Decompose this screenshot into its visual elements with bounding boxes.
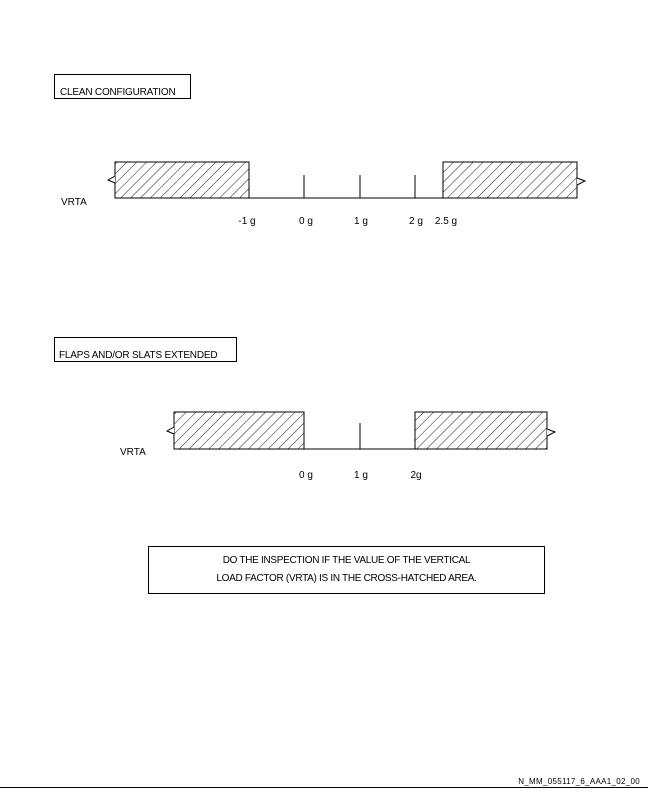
inspection-note-box: DO THE INSPECTION IF THE VALUE OF THE VE… xyxy=(148,546,545,594)
flaps-slats-title: FLAPS AND/OR SLATS EXTENDED xyxy=(59,350,218,361)
clean-tick-label-2: 2 g xyxy=(409,216,423,227)
flaps-hatched-area-high xyxy=(414,411,548,450)
clean-configuration-title-box: CLEAN CONFIGURATION xyxy=(54,74,191,99)
clean-configuration-title: CLEAN CONFIGURATION xyxy=(60,87,176,98)
figure-reference-code: N_MM_055117_6_AAA1_02_00 xyxy=(518,777,640,786)
flaps-tick-label-2: 2g xyxy=(410,470,422,481)
clean-axis-label: VRTA xyxy=(61,197,87,208)
flaps-break-mark-right xyxy=(546,428,557,437)
flaps-break-mark-left xyxy=(165,426,175,435)
flaps-axis-label: VRTA xyxy=(120,447,146,458)
footer-divider xyxy=(0,787,648,788)
inspection-note-line-2: LOAD FACTOR (VRTA) IS IN THE CROSS-HATCH… xyxy=(216,573,477,584)
flaps-hatched-area-low xyxy=(173,411,305,450)
clean-break-mark-right xyxy=(576,177,587,186)
clean-tick-label-2-5: 2.5 g xyxy=(434,216,458,227)
inspection-note-line-1: DO THE INSPECTION IF THE VALUE OF THE VE… xyxy=(222,555,471,566)
clean-tick-label-0: 0 g xyxy=(299,216,313,227)
clean-hatched-area-low xyxy=(114,161,250,199)
clean-hatched-area-high xyxy=(442,161,578,199)
flaps-tick-label-1: 1 g xyxy=(354,470,368,481)
clean-tick-label-minus1: -1 g xyxy=(238,216,256,227)
clean-tick-label-1: 1 g xyxy=(354,216,368,227)
flaps-slats-title-box: FLAPS AND/OR SLATS EXTENDED xyxy=(54,337,237,362)
clean-scale-diagram xyxy=(106,161,587,199)
clean-break-mark-left xyxy=(106,175,116,184)
flaps-tick-label-0: 0 g xyxy=(299,470,313,481)
flaps-scale-diagram xyxy=(165,411,557,450)
